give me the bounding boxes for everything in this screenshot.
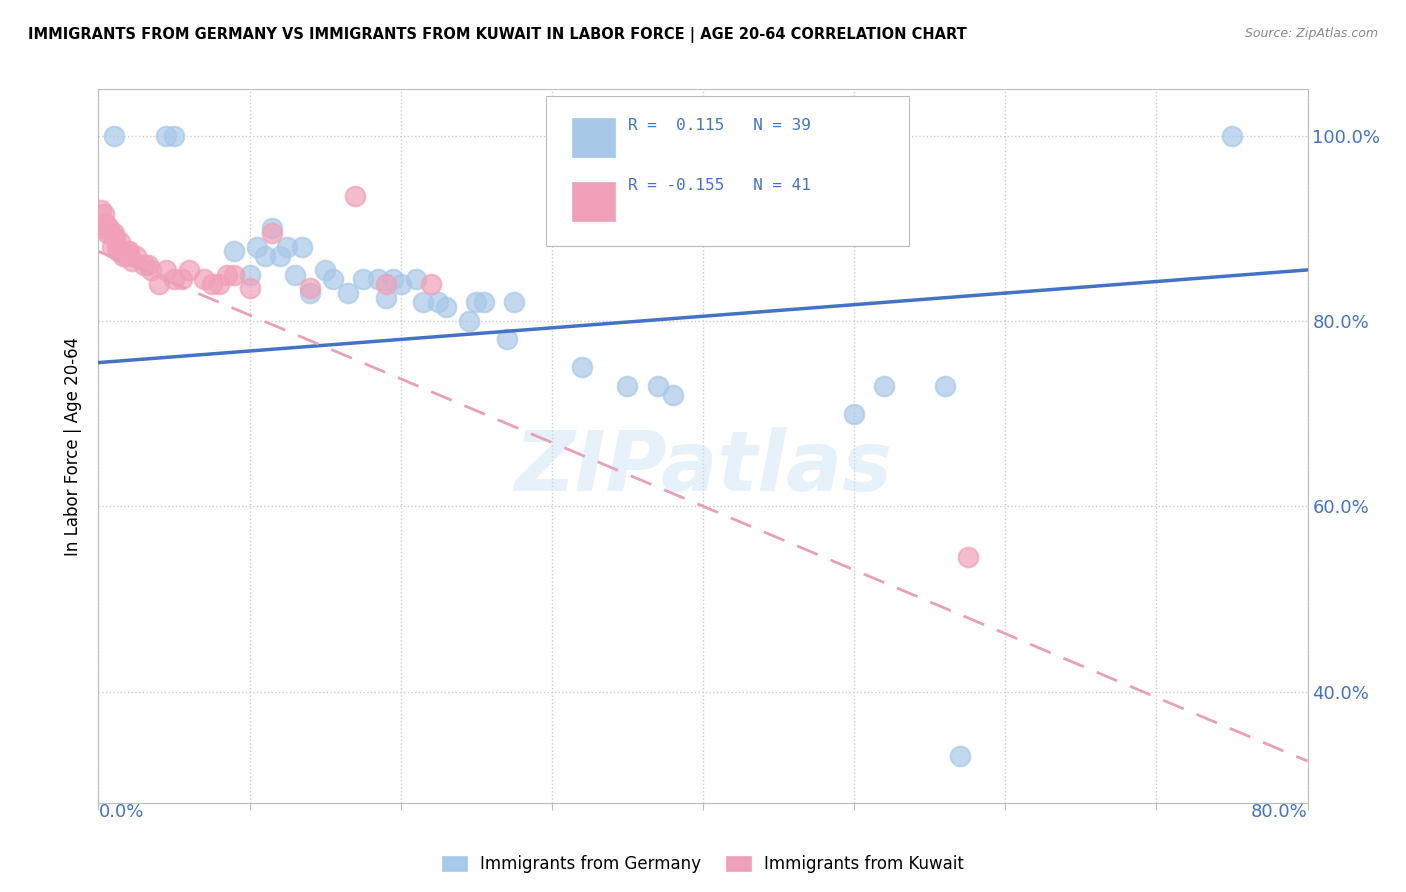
FancyBboxPatch shape <box>546 96 908 246</box>
Point <box>291 240 314 254</box>
Legend: Immigrants from Germany, Immigrants from Kuwait: Immigrants from Germany, Immigrants from… <box>434 849 972 880</box>
Point <box>110 244 132 259</box>
Text: R = -0.155   N = 41: R = -0.155 N = 41 <box>628 178 811 194</box>
Text: 80.0%: 80.0% <box>1251 803 1308 821</box>
Point <box>100 226 122 240</box>
Point <box>934 378 956 392</box>
Y-axis label: In Labor Force | Age 20-64: In Labor Force | Age 20-64 <box>65 336 83 556</box>
Point <box>103 128 125 143</box>
FancyBboxPatch shape <box>572 118 614 157</box>
Point <box>276 240 298 254</box>
Point <box>405 272 427 286</box>
Point <box>457 314 479 328</box>
Point <box>434 300 457 314</box>
Point <box>389 277 412 291</box>
Point <box>314 263 336 277</box>
Point <box>299 281 322 295</box>
Point <box>367 272 389 286</box>
Point <box>465 295 488 310</box>
Point <box>93 207 115 221</box>
Point <box>239 268 262 282</box>
Point <box>98 221 121 235</box>
Point <box>224 244 246 259</box>
FancyBboxPatch shape <box>572 182 614 221</box>
Point <box>844 407 866 421</box>
Point <box>94 217 117 231</box>
Point <box>155 263 177 277</box>
Point <box>662 388 685 402</box>
Point <box>112 244 135 259</box>
Point <box>141 263 163 277</box>
Point <box>495 333 517 347</box>
Point <box>284 268 307 282</box>
Point <box>262 221 284 235</box>
Text: IMMIGRANTS FROM GERMANY VS IMMIGRANTS FROM KUWAIT IN LABOR FORCE | AGE 20-64 COR: IMMIGRANTS FROM GERMANY VS IMMIGRANTS FR… <box>28 27 967 43</box>
Point <box>125 249 148 263</box>
Point <box>949 749 972 764</box>
Point <box>96 226 118 240</box>
Point <box>170 272 193 286</box>
Point <box>382 272 405 286</box>
Point <box>503 295 526 310</box>
Point <box>253 249 276 263</box>
Point <box>420 277 443 291</box>
Point <box>111 249 134 263</box>
Point <box>90 202 112 217</box>
Point <box>299 286 322 301</box>
Point <box>352 272 374 286</box>
Point <box>114 249 136 263</box>
Point <box>344 188 367 202</box>
Point <box>101 240 124 254</box>
Point <box>239 281 262 295</box>
Point <box>193 272 215 286</box>
Point <box>322 272 344 286</box>
Point <box>179 263 201 277</box>
Point <box>121 253 143 268</box>
Point <box>118 244 141 259</box>
Point <box>873 378 896 392</box>
Point <box>115 244 138 259</box>
Point <box>336 286 359 301</box>
Point <box>103 226 125 240</box>
Point <box>201 277 224 291</box>
Point <box>374 291 396 305</box>
Point <box>616 378 638 392</box>
Point <box>571 360 593 375</box>
Point <box>262 226 284 240</box>
Point <box>163 272 186 286</box>
Text: Source: ZipAtlas.com: Source: ZipAtlas.com <box>1244 27 1378 40</box>
Point <box>108 235 131 249</box>
Point <box>104 230 127 244</box>
Point <box>91 221 114 235</box>
Point <box>427 295 450 310</box>
Text: 0.0%: 0.0% <box>98 803 143 821</box>
Text: R =  0.115   N = 39: R = 0.115 N = 39 <box>628 118 811 133</box>
Point <box>269 249 291 263</box>
Point <box>208 277 231 291</box>
Point <box>105 240 128 254</box>
Point <box>136 258 159 272</box>
Point <box>647 378 669 392</box>
Point <box>224 268 246 282</box>
Point <box>155 128 177 143</box>
Point <box>1220 128 1243 143</box>
Point <box>472 295 495 310</box>
Point <box>374 277 396 291</box>
Point <box>956 550 979 565</box>
Point <box>148 277 170 291</box>
Point <box>132 258 155 272</box>
Point <box>246 240 269 254</box>
Point <box>215 268 238 282</box>
Point <box>163 128 186 143</box>
Text: ZIPatlas: ZIPatlas <box>515 427 891 508</box>
Point <box>107 244 129 259</box>
Point <box>412 295 434 310</box>
